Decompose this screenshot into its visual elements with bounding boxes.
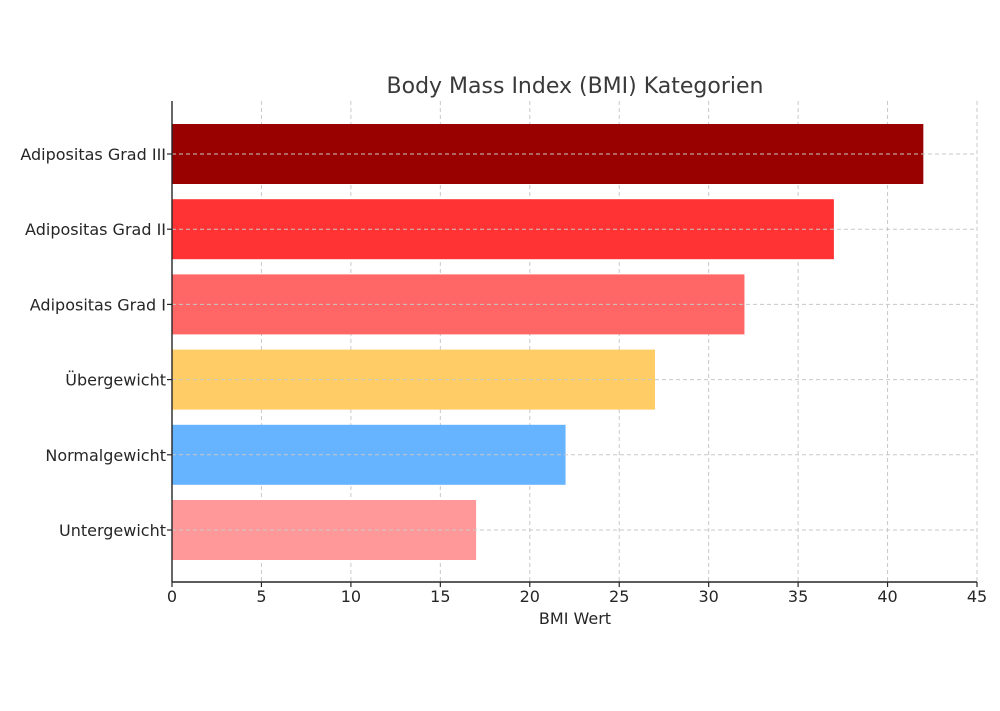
x-tick-label: 0 <box>167 587 177 606</box>
x-tick-label: 30 <box>698 587 718 606</box>
x-axis-label: BMI Wert <box>539 609 611 628</box>
axes <box>167 101 977 583</box>
bars <box>172 124 977 560</box>
category-label: Adipositas Grad II <box>25 220 166 239</box>
x-tick-label: 10 <box>341 587 361 606</box>
chart-title: Body Mass Index (BMI) Kategorien <box>387 74 764 99</box>
x-tick-label: 25 <box>609 587 629 606</box>
x-tick-label: 40 <box>877 587 897 606</box>
category-label: Übergewicht <box>65 371 166 390</box>
category-label: Adipositas Grad III <box>20 145 166 164</box>
x-tick-label: 20 <box>520 587 540 606</box>
category-labels: Untergewicht Normalgewicht Übergewicht Adip… <box>20 145 166 540</box>
category-label: Untergewicht <box>59 521 166 540</box>
category-label: Adipositas Grad I <box>30 295 166 314</box>
x-tick-label: 45 <box>967 587 987 606</box>
x-tick-label: 5 <box>256 587 266 606</box>
x-ticks: 0 5 10 15 20 25 30 35 40 45 <box>167 582 987 606</box>
category-label: Normalgewicht <box>45 446 166 465</box>
x-tick-label: 35 <box>788 587 808 606</box>
x-tick-label: 15 <box>430 587 450 606</box>
